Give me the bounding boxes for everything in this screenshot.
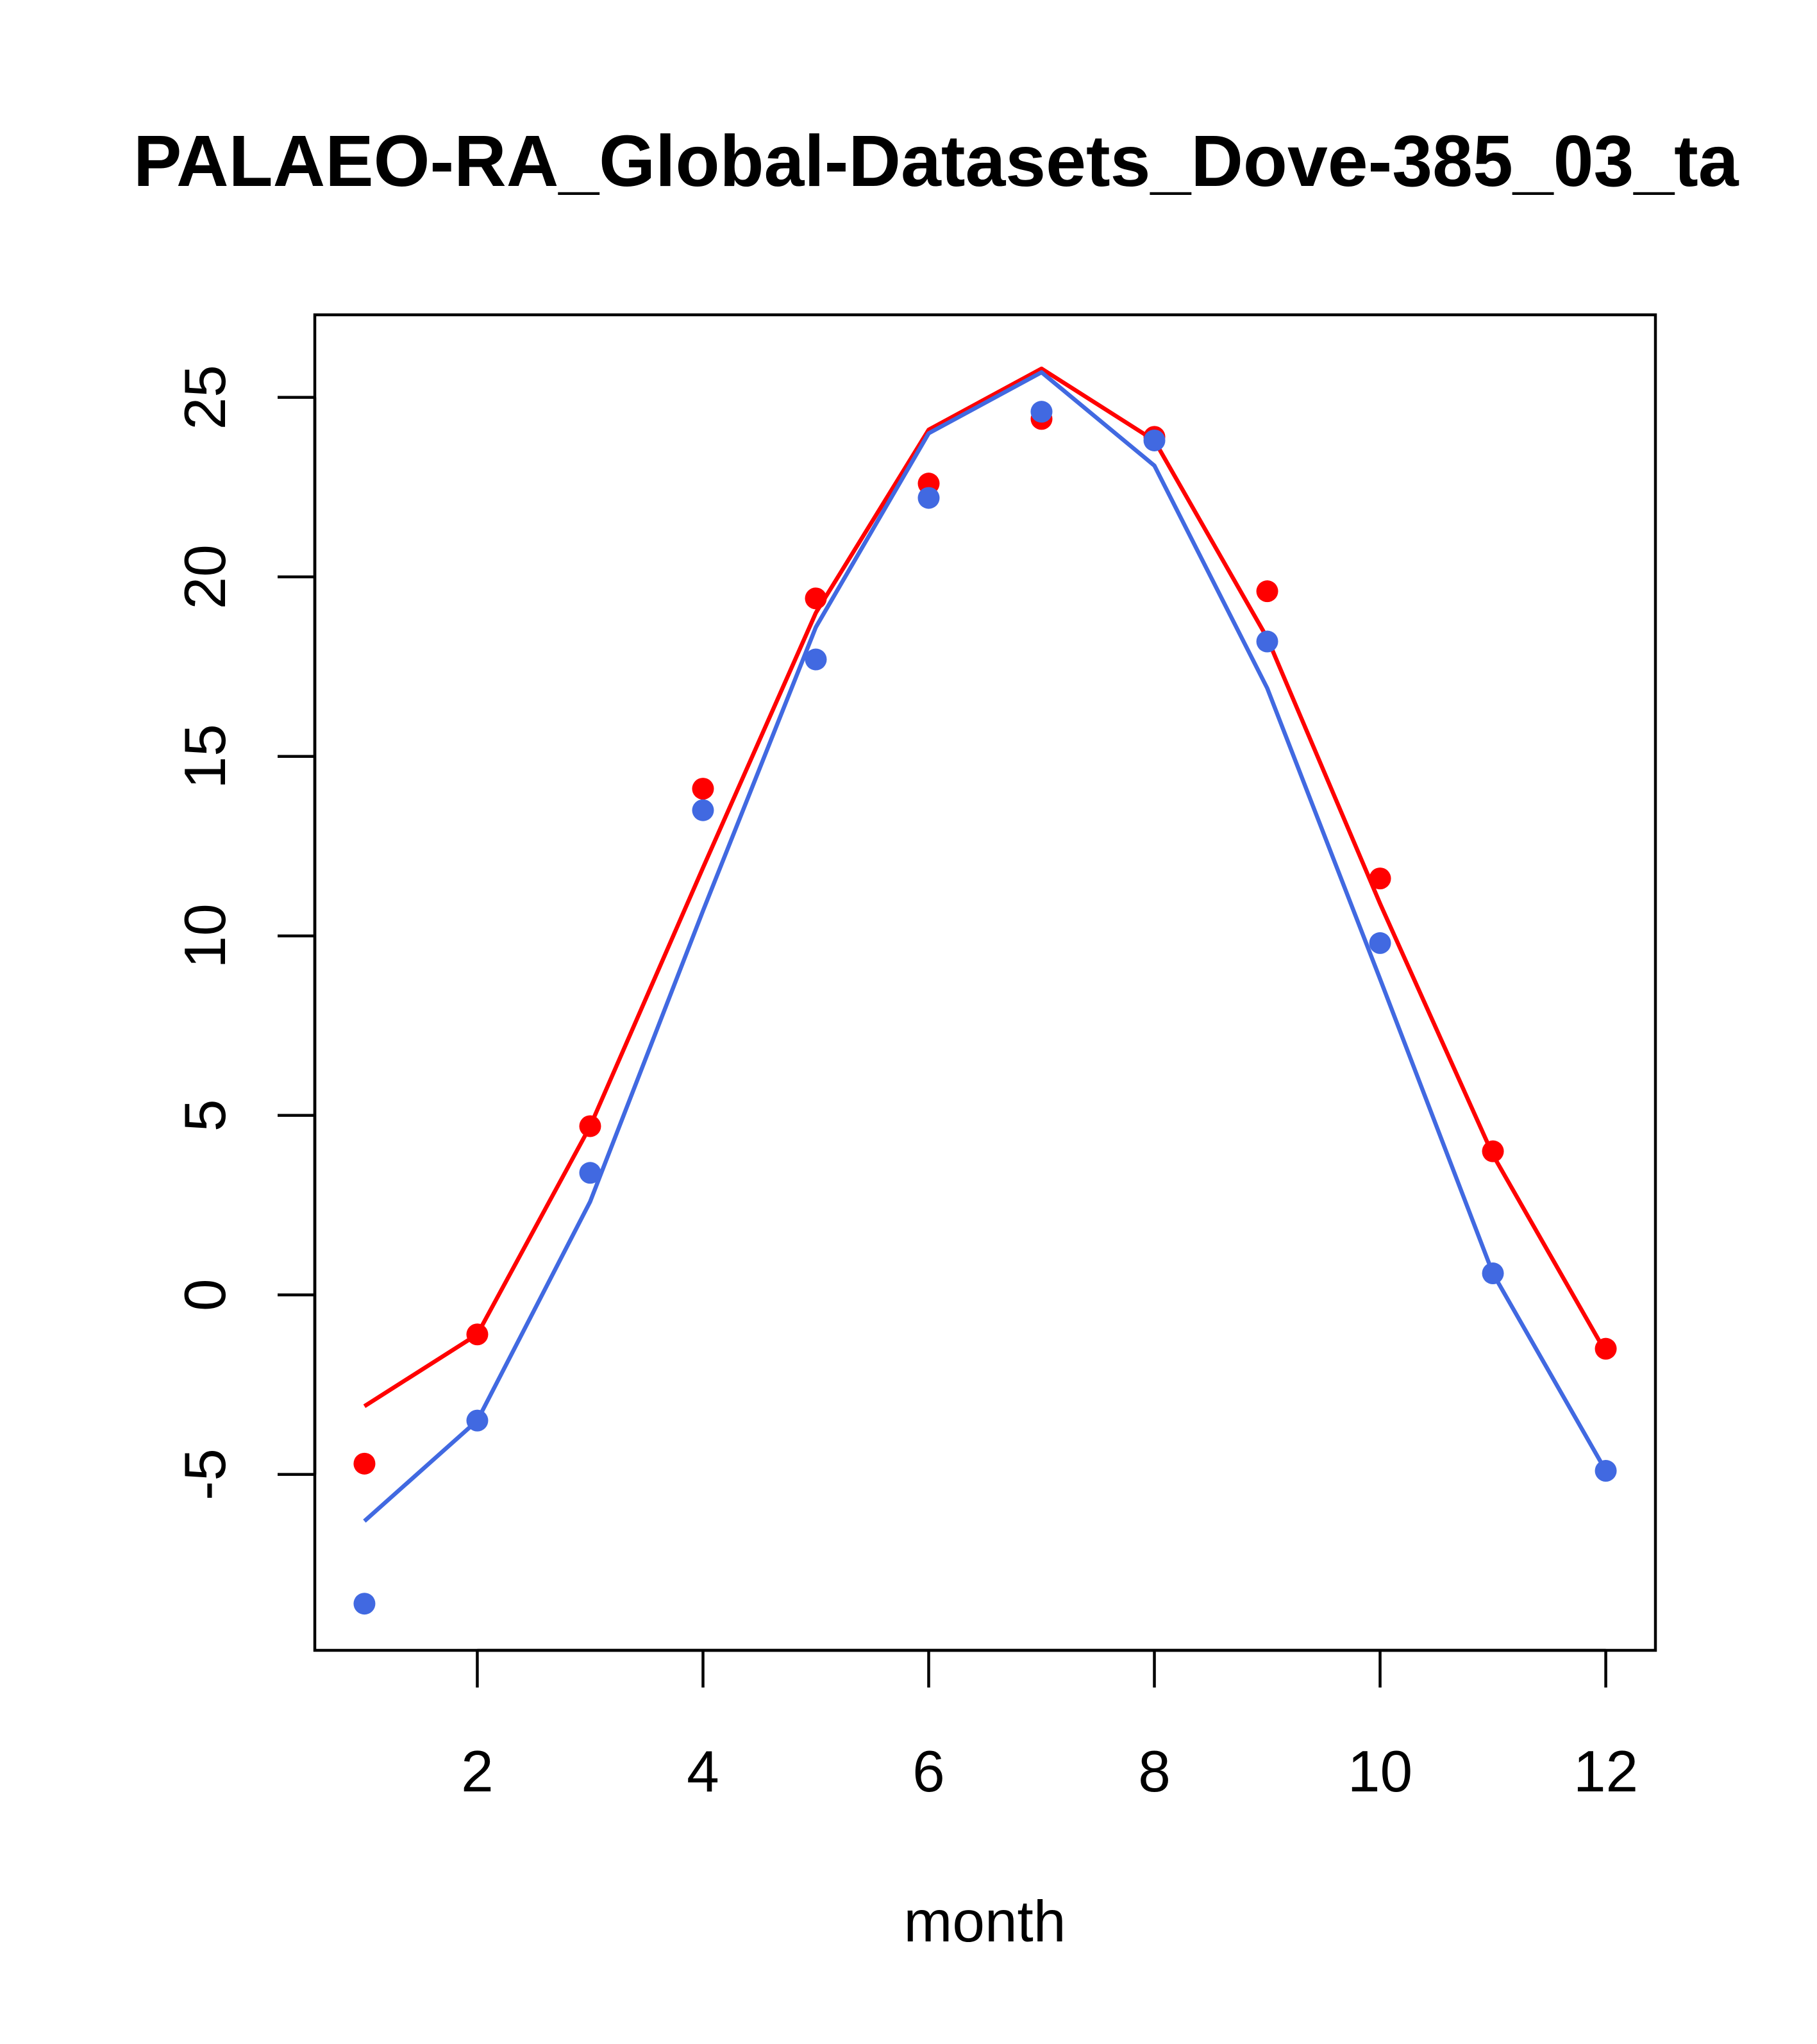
- series-2-point: [692, 799, 714, 821]
- chart-title: PALAEO-RA_Global-Datasets_Dove-385_03_ta: [133, 121, 1739, 201]
- series-2-line: [363, 370, 1608, 1523]
- series-1-point: [1482, 1140, 1504, 1162]
- series-2-point: [579, 1162, 601, 1184]
- x-axis-label: month: [904, 1889, 1066, 1954]
- series-2-point: [917, 487, 940, 509]
- series-1-point: [1256, 580, 1278, 603]
- series-layer: [353, 366, 1617, 1615]
- x-tick-label: 6: [912, 1739, 945, 1804]
- series-2-point: [1030, 401, 1053, 423]
- series-2-point: [1482, 1262, 1504, 1285]
- series-1-point: [692, 778, 714, 800]
- series-2-point: [353, 1593, 376, 1615]
- x-tick-label: 12: [1573, 1739, 1638, 1804]
- series-2-point: [466, 1409, 489, 1432]
- series-2-point: [805, 648, 827, 671]
- series-2-point: [1369, 932, 1391, 954]
- series-1-point: [353, 1452, 376, 1475]
- series-2-point: [1143, 429, 1166, 451]
- y-tick-label: 5: [173, 1099, 238, 1132]
- series-1-point: [466, 1323, 489, 1346]
- y-axis: -5 0 5 10 15 20 25: [173, 365, 317, 1500]
- y-tick-label: 0: [173, 1278, 238, 1311]
- series-1-point: [579, 1115, 601, 1137]
- plot-frame: [313, 313, 1657, 1652]
- y-tick-label: 20: [173, 544, 238, 609]
- series-1-point: [805, 587, 827, 610]
- x-tick-label: 4: [687, 1739, 719, 1804]
- x-tick-label: 2: [461, 1739, 494, 1804]
- x-tick-label: 10: [1348, 1739, 1412, 1804]
- x-axis: 2 4 6 8 10 12: [461, 1648, 1638, 1804]
- y-tick-label: 25: [173, 365, 238, 430]
- series-2: [353, 370, 1617, 1615]
- x-tick-label: 8: [1138, 1739, 1171, 1804]
- y-tick-label: 15: [173, 724, 238, 789]
- series-2-point: [1595, 1460, 1617, 1482]
- y-tick-label: -5: [173, 1448, 238, 1500]
- series-1: [353, 366, 1617, 1475]
- y-tick-label: 10: [173, 903, 238, 968]
- series-1-point: [1369, 867, 1391, 890]
- series-1-point: [1595, 1337, 1617, 1360]
- series-1-line: [363, 366, 1608, 1408]
- series-2-point: [1256, 630, 1278, 653]
